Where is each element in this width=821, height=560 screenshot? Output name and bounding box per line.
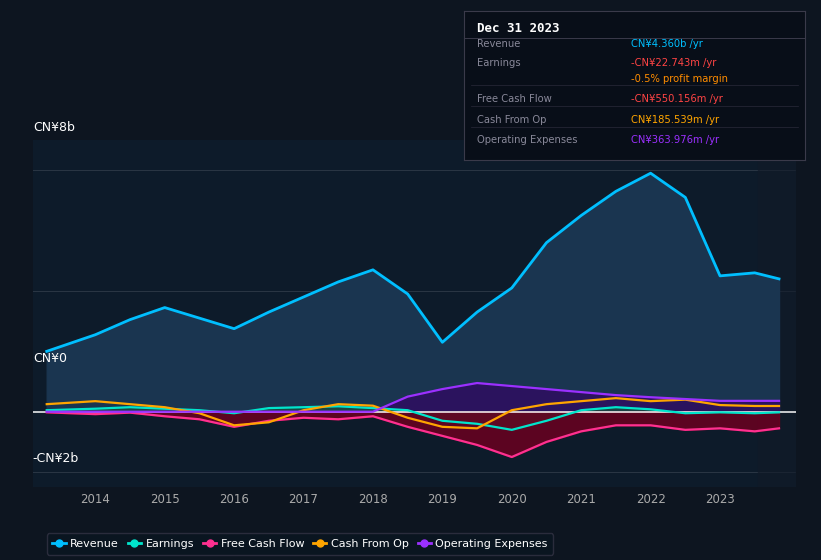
Bar	[758, 140, 796, 487]
Text: Free Cash Flow: Free Cash Flow	[478, 94, 553, 104]
Legend: Revenue, Earnings, Free Cash Flow, Cash From Op, Operating Expenses: Revenue, Earnings, Free Cash Flow, Cash …	[47, 534, 553, 554]
Text: -CN¥22.743m /yr: -CN¥22.743m /yr	[631, 58, 716, 68]
Text: Revenue: Revenue	[478, 39, 521, 49]
Text: Operating Expenses: Operating Expenses	[478, 136, 578, 145]
Text: -CN¥2b: -CN¥2b	[33, 452, 79, 465]
Text: CN¥363.976m /yr: CN¥363.976m /yr	[631, 136, 719, 145]
Text: Earnings: Earnings	[478, 58, 521, 68]
Text: CN¥0: CN¥0	[33, 352, 67, 365]
Text: Dec 31 2023: Dec 31 2023	[478, 22, 560, 35]
Text: -CN¥550.156m /yr: -CN¥550.156m /yr	[631, 94, 722, 104]
Text: -0.5% profit margin: -0.5% profit margin	[631, 74, 727, 85]
Text: CN¥4.360b /yr: CN¥4.360b /yr	[631, 39, 703, 49]
Text: CN¥185.539m /yr: CN¥185.539m /yr	[631, 115, 719, 124]
Text: Cash From Op: Cash From Op	[478, 115, 547, 124]
Text: CN¥8b: CN¥8b	[33, 122, 75, 134]
